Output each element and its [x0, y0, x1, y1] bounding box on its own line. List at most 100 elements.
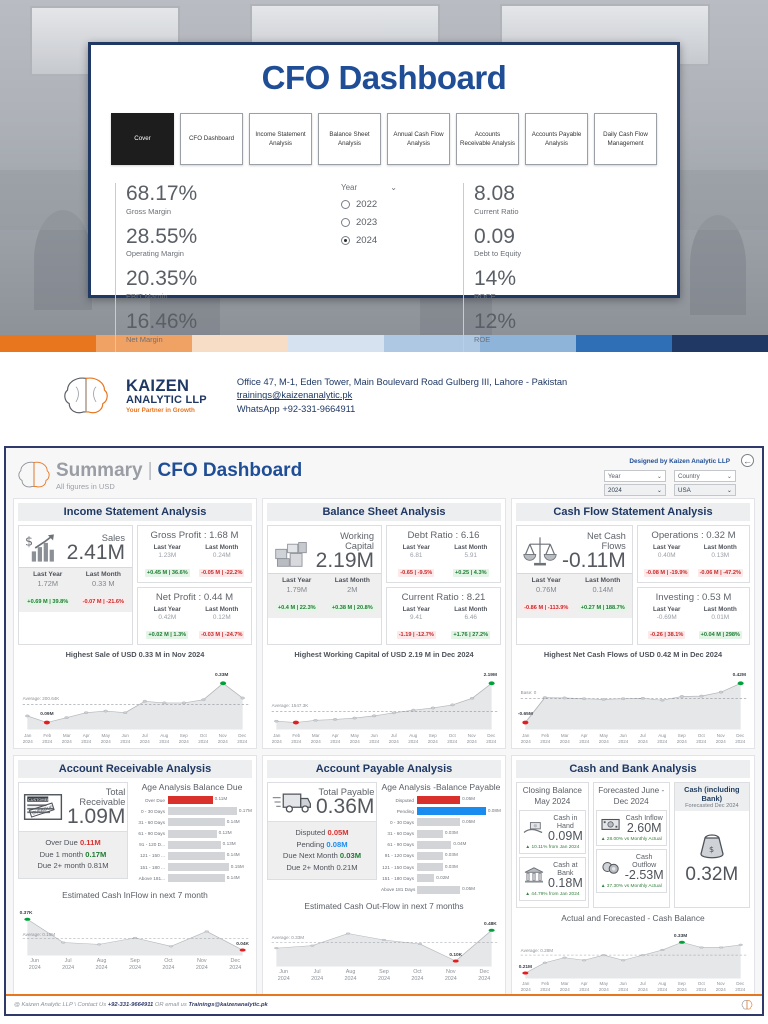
chart-data-label: 0.37K — [19, 910, 33, 916]
photo-person — [690, 215, 746, 315]
nav-button-daily-cash-flow-management[interactable]: Daily Cash Flow Management — [594, 113, 657, 165]
axis-tick: Mar 2024 — [559, 981, 570, 992]
ratio-title: Current Ratio : 8.21 — [401, 592, 486, 603]
bar-value: 0.02M — [436, 874, 450, 880]
year-option-2022[interactable]: 2022 — [341, 199, 461, 210]
year-slicer-header[interactable]: Year ⌄ — [341, 183, 397, 192]
bar-track: 0.02M — [416, 874, 501, 883]
kpi-group-ratios: 8.08 Current Ratio 0.09 Debt to Equity 1… — [463, 182, 653, 354]
inventory-boxes-icon — [275, 542, 307, 567]
panel-cash-and-bank-analysis: Cash and Bank Analysis Closing Balance M… — [511, 755, 755, 998]
axis-tick: Nov 2024 — [715, 733, 726, 744]
bar-fill — [416, 885, 461, 894]
balance-scale-icon — [523, 537, 557, 566]
nav-button-cfo-dashboard[interactable]: CFO Dashboard — [180, 113, 243, 165]
compare-header: Last Year — [531, 577, 561, 585]
chevron-down-icon[interactable]: ⌄ — [656, 486, 662, 494]
panel-title: Cash Flow Statement Analysis — [516, 503, 750, 521]
kpi-group-margins: 68.17% Gross Margin 28.55% Operating Mar… — [115, 182, 305, 354]
chart-actual-forecast-cash-balance: 0.21M 0.33M Average: 0.28M — [516, 924, 750, 982]
radio-icon-selected[interactable] — [341, 236, 350, 245]
year-slicer[interactable]: Year ⌄ 2022 2023 2024 — [341, 183, 461, 246]
slicer-year-label-row[interactable]: Year ⌄ — [604, 470, 666, 482]
nav-button-income-statement-analysis[interactable]: Income Statement Analysis — [249, 113, 312, 165]
kpi-debt-to-equity: 0.09 Debt to Equity — [474, 225, 569, 258]
kpi-label: Operating Margin — [126, 249, 184, 259]
axis-tick: Sep 2024 — [427, 733, 438, 744]
axis-tick: Dec 2024 — [237, 733, 248, 744]
delta-chip: -0.03 M | -24.7% — [199, 631, 245, 639]
bar-row: Pending 0.08M — [381, 806, 501, 816]
chevron-down-icon[interactable]: ⌄ — [726, 472, 732, 480]
nav-button-accounts-receivable-analysis[interactable]: Accounts Receivable Analysis — [456, 113, 519, 165]
kpi-label: Net Cash Flows — [587, 531, 626, 551]
compare-last-month: Last Month 0.33 M -0.07 M | -21.6% — [76, 571, 132, 608]
bar-label: 121 - 150 ... — [139, 853, 165, 859]
ratio-header: Last Year — [402, 606, 430, 613]
year-option-2023[interactable]: 2023 — [341, 217, 461, 228]
back-arrow-icon[interactable]: ← — [741, 454, 754, 467]
slicer-year-value-row[interactable]: 2024 ⌄ — [604, 484, 666, 496]
breakdown-label: Due 1 month — [39, 849, 84, 859]
chevron-down-icon[interactable]: ⌄ — [726, 486, 732, 494]
breakdown-value: 0.05M — [327, 828, 349, 838]
radio-icon[interactable] — [341, 218, 350, 227]
cash-in-hand-icon — [523, 822, 543, 834]
bar-row: Above 181 Days 0.05M — [381, 885, 501, 895]
kpi-card-net-profit: Net Profit : 0.44 M Last Year 0.42M +0.0… — [137, 587, 252, 645]
nav-button-cover[interactable]: Cover — [111, 113, 174, 165]
year-option-2024[interactable]: 2024 — [341, 235, 461, 246]
bar-label: 31 - 60 Days — [387, 831, 414, 837]
delta-chip: -1.19 | -12.7% — [396, 631, 436, 639]
delta-chip: +0.25 | 4.3% — [452, 569, 489, 577]
bar-row: 151 - 180 Days 0.02M — [381, 874, 501, 884]
axis-tick: Jan 2024 — [520, 733, 531, 744]
kpi-value: 2.41M — [66, 540, 126, 564]
ratio-value: 6.46 — [464, 614, 477, 621]
contact-email[interactable]: trainings@kaizenanalytic.pk — [236, 390, 353, 401]
kpi-card-sales: $ Sales 2.41M — [18, 525, 134, 645]
bar-label: 91 - 120 Days — [384, 853, 414, 859]
chart-estimated-cash-inflow: 0.04K 0.37K Average: 0.16M — [18, 901, 252, 959]
ratio-header: Last Year — [653, 606, 681, 613]
bar-value: 0.13M — [222, 841, 236, 847]
breakdown-value: 0.11M — [79, 838, 101, 848]
nav-button-accounts-payable-analysis[interactable]: Accounts Payable Analysis — [525, 113, 588, 165]
brand-subname: ANALYTIC LLP — [126, 394, 207, 407]
chart-caption: Estimated Cash InFlow in next 7 month — [62, 889, 208, 900]
axis-tick: Oct 2024 — [696, 981, 707, 992]
chevron-down-icon[interactable]: ⌄ — [390, 183, 397, 192]
delta-chip: +1.76 | 27.2% — [451, 631, 491, 639]
customer-overdue-stamp-icon: CUSTOMER OVERDUE — [23, 794, 63, 821]
slicer-country-label-row[interactable]: Country ⌄ — [674, 470, 736, 482]
kpi-label: Current Ratio — [474, 206, 519, 216]
tile-value: 0.18M — [548, 875, 583, 890]
chevron-down-icon[interactable]: ⌄ — [656, 472, 662, 480]
axis-tick: May 2024 — [598, 733, 609, 744]
page-title: CFO Dashboard — [157, 459, 303, 481]
compare-last-year: Last Year 1.72M +0.69 M | 39.8% — [20, 571, 76, 608]
ratio-last-month: Last Month 0.01M +0.04 M | 298% — [694, 606, 748, 641]
panel-title: Account Payable Analysis — [267, 760, 501, 779]
breakdown-value: 0.17M — [85, 849, 107, 859]
footer-text: @ Kaizen Analytic LLP \ Contact Us +92-3… — [14, 1002, 268, 1008]
slicer-year[interactable]: Year ⌄ 2024 ⌄ — [604, 470, 666, 496]
chart-estimated-cash-outflow: 0.10K 0.48K Average: 0.33M — [267, 912, 501, 970]
breakdown-label: Over Due — [45, 838, 78, 848]
bar-value: 0.03M — [444, 830, 458, 835]
year-option-label: 2022 — [356, 199, 378, 210]
delta-chip: -0.86 M | -113.9% — [522, 604, 571, 613]
slicer-country-value-row[interactable]: USA ⌄ — [674, 484, 736, 496]
bar-value: 0.14M — [226, 818, 240, 824]
nav-button-annual-cash-flow-analysis[interactable]: Annual Cash Flow Analysis — [387, 113, 450, 165]
chart-data-label: 2.19M — [483, 672, 497, 678]
nav-button-balance-sheet-analysis[interactable]: Balance Sheet Analysis — [318, 113, 381, 165]
slicer-country[interactable]: Country ⌄ USA ⌄ — [674, 470, 736, 496]
radio-icon[interactable] — [341, 200, 350, 209]
breakdown-value: 0.81M — [87, 861, 109, 871]
nav-buttons: Cover CFO Dashboard Income Statement Ana… — [91, 113, 677, 165]
footer-email[interactable]: Trainings@kaizenanalytic.pk — [188, 1002, 268, 1008]
compare-last-year: Last Year 0.76M -0.86 M | -113.9% — [518, 577, 575, 614]
money-bag-icon: $ — [700, 834, 724, 859]
breakdown-label: Disputed — [295, 828, 326, 838]
